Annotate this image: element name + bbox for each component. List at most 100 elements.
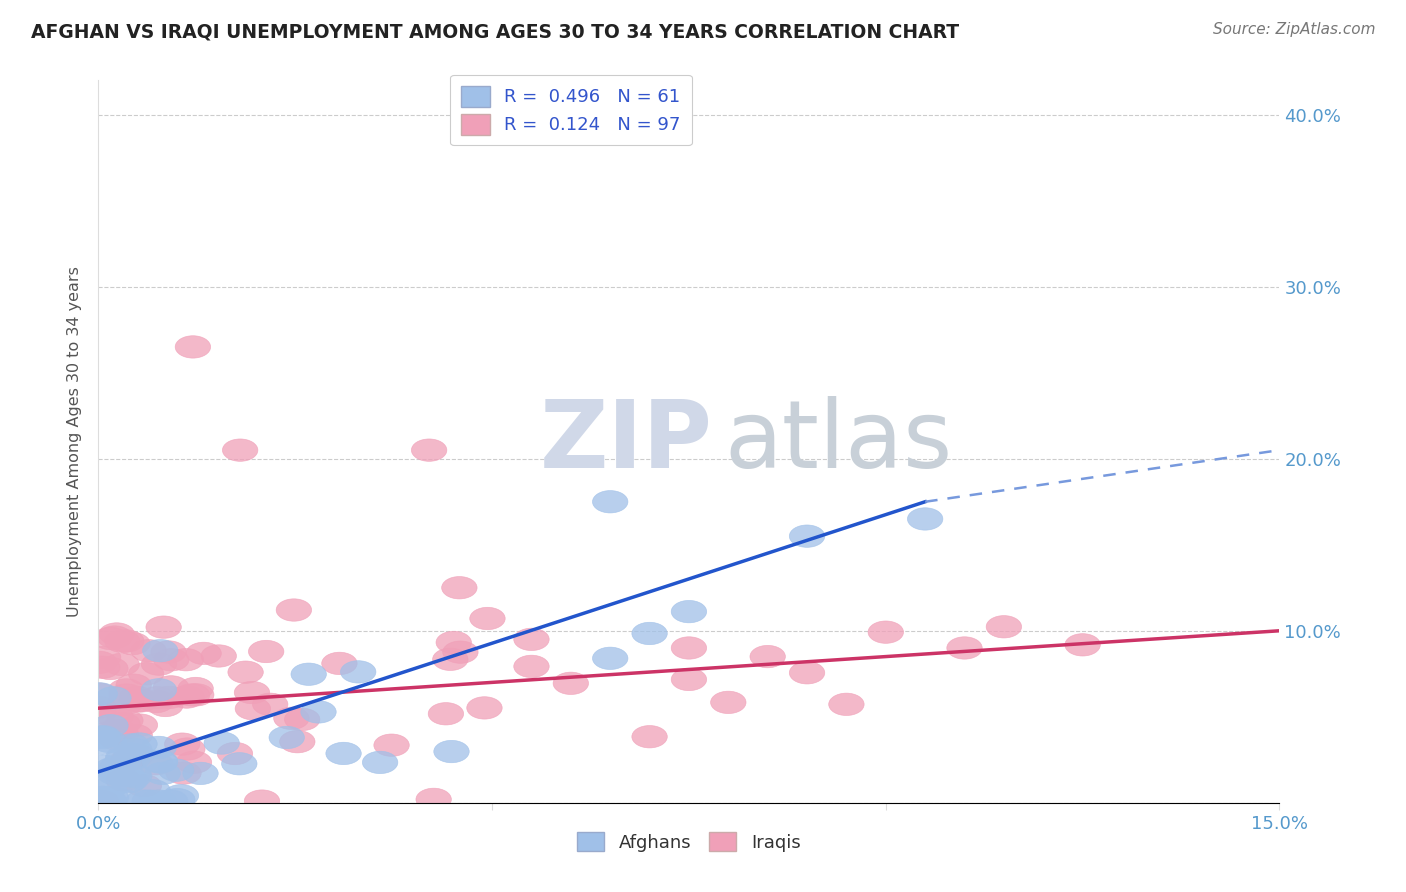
Ellipse shape: [868, 621, 904, 643]
Ellipse shape: [284, 708, 321, 731]
Ellipse shape: [374, 734, 409, 756]
Ellipse shape: [170, 738, 205, 760]
Ellipse shape: [789, 662, 825, 684]
Ellipse shape: [91, 722, 127, 744]
Ellipse shape: [946, 637, 983, 659]
Ellipse shape: [201, 645, 236, 667]
Ellipse shape: [671, 600, 707, 623]
Ellipse shape: [467, 697, 502, 719]
Ellipse shape: [108, 679, 143, 701]
Ellipse shape: [108, 684, 145, 706]
Ellipse shape: [83, 790, 120, 813]
Ellipse shape: [97, 763, 132, 785]
Ellipse shape: [249, 640, 284, 663]
Ellipse shape: [105, 713, 141, 735]
Ellipse shape: [142, 640, 179, 662]
Ellipse shape: [174, 684, 209, 706]
Ellipse shape: [789, 525, 825, 548]
Ellipse shape: [114, 743, 149, 765]
Ellipse shape: [86, 772, 122, 795]
Ellipse shape: [152, 790, 188, 813]
Ellipse shape: [86, 786, 121, 808]
Ellipse shape: [163, 785, 198, 807]
Ellipse shape: [91, 731, 127, 753]
Ellipse shape: [87, 755, 122, 777]
Ellipse shape: [186, 642, 221, 665]
Text: Source: ZipAtlas.com: Source: ZipAtlas.com: [1212, 22, 1375, 37]
Ellipse shape: [1064, 633, 1101, 656]
Ellipse shape: [152, 686, 187, 708]
Ellipse shape: [127, 774, 162, 797]
Ellipse shape: [107, 693, 142, 715]
Ellipse shape: [183, 763, 218, 785]
Ellipse shape: [117, 739, 152, 761]
Ellipse shape: [986, 615, 1022, 638]
Ellipse shape: [107, 790, 142, 813]
Ellipse shape: [135, 780, 170, 802]
Ellipse shape: [142, 750, 177, 772]
Ellipse shape: [100, 720, 136, 742]
Ellipse shape: [513, 628, 550, 650]
Ellipse shape: [80, 696, 117, 718]
Ellipse shape: [108, 630, 143, 652]
Ellipse shape: [110, 749, 146, 772]
Ellipse shape: [141, 653, 177, 675]
Ellipse shape: [120, 744, 155, 766]
Ellipse shape: [98, 706, 134, 728]
Ellipse shape: [96, 687, 131, 709]
Ellipse shape: [86, 725, 121, 747]
Ellipse shape: [301, 701, 336, 723]
Ellipse shape: [131, 640, 166, 662]
Ellipse shape: [94, 757, 131, 780]
Ellipse shape: [105, 769, 141, 791]
Ellipse shape: [105, 747, 141, 770]
Ellipse shape: [84, 726, 121, 748]
Ellipse shape: [169, 686, 204, 708]
Ellipse shape: [141, 790, 177, 813]
Legend: Afghans, Iraqis: Afghans, Iraqis: [569, 825, 808, 859]
Ellipse shape: [98, 728, 135, 750]
Ellipse shape: [176, 751, 212, 773]
Ellipse shape: [139, 687, 174, 709]
Ellipse shape: [176, 335, 211, 358]
Ellipse shape: [416, 789, 451, 811]
Ellipse shape: [671, 668, 707, 690]
Ellipse shape: [82, 682, 118, 705]
Ellipse shape: [631, 623, 668, 645]
Ellipse shape: [101, 760, 136, 782]
Ellipse shape: [269, 726, 305, 748]
Ellipse shape: [253, 693, 288, 715]
Ellipse shape: [93, 627, 128, 649]
Ellipse shape: [222, 439, 257, 461]
Text: AFGHAN VS IRAQI UNEMPLOYMENT AMONG AGES 30 TO 34 YEARS CORRELATION CHART: AFGHAN VS IRAQI UNEMPLOYMENT AMONG AGES …: [31, 22, 959, 41]
Ellipse shape: [148, 694, 183, 716]
Ellipse shape: [117, 724, 152, 747]
Ellipse shape: [179, 677, 214, 699]
Ellipse shape: [98, 623, 135, 645]
Ellipse shape: [291, 663, 326, 685]
Ellipse shape: [128, 663, 165, 685]
Y-axis label: Unemployment Among Ages 30 to 34 years: Unemployment Among Ages 30 to 34 years: [67, 266, 83, 617]
Ellipse shape: [326, 742, 361, 764]
Ellipse shape: [153, 648, 188, 671]
Ellipse shape: [363, 751, 398, 773]
Ellipse shape: [470, 607, 505, 630]
Ellipse shape: [82, 701, 117, 723]
Ellipse shape: [103, 723, 139, 746]
Ellipse shape: [153, 675, 188, 698]
Ellipse shape: [122, 714, 157, 736]
Ellipse shape: [117, 765, 152, 788]
Text: atlas: atlas: [724, 395, 953, 488]
Ellipse shape: [105, 746, 141, 768]
Ellipse shape: [114, 734, 149, 756]
Ellipse shape: [166, 762, 201, 784]
Ellipse shape: [222, 753, 257, 775]
Ellipse shape: [160, 789, 195, 811]
Ellipse shape: [108, 764, 145, 786]
Ellipse shape: [142, 751, 177, 773]
Ellipse shape: [104, 653, 139, 675]
Ellipse shape: [93, 714, 128, 737]
Ellipse shape: [132, 790, 167, 813]
Ellipse shape: [671, 637, 707, 659]
Ellipse shape: [592, 491, 628, 513]
